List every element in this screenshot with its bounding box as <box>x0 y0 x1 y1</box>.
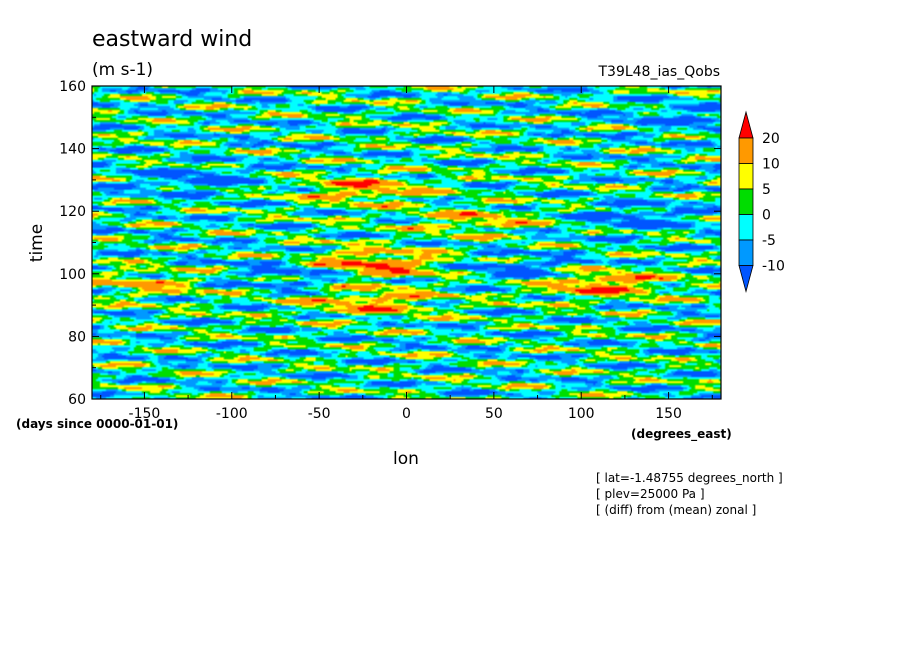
colorbar-swatch <box>738 137 754 164</box>
y-tick-label: 160 <box>59 79 86 95</box>
x-tick-label: 100 <box>568 406 595 422</box>
note-plev: [ plev=25000 Pa ] <box>596 487 705 501</box>
colorbar-swatch <box>738 188 754 215</box>
colorbar-label: -5 <box>762 233 776 249</box>
heatmap-field <box>92 86 721 399</box>
y-units-label: (days since 0000-01-01) <box>16 417 178 431</box>
x-tick-label: -50 <box>308 406 331 422</box>
y-tick-label: 140 <box>59 142 86 158</box>
colorbar-label: 20 <box>762 131 780 147</box>
colorbar-label: 10 <box>762 157 780 173</box>
note-lat: [ lat=-1.48755 degrees_north ] <box>596 471 783 485</box>
colorbar-swatch <box>738 163 754 190</box>
x-axis-label: lon <box>393 449 419 469</box>
x-tick-label: 50 <box>485 406 503 422</box>
plot-area <box>91 85 722 400</box>
colorbar-label: -10 <box>762 259 785 275</box>
x-units-label: (degrees_east) <box>631 427 732 442</box>
colorbar: 20 10 5 0 -5 -10 <box>738 110 785 294</box>
y-axis: 60 80 100 120 140 160 <box>59 79 721 408</box>
y-tick-label: 120 <box>59 204 86 220</box>
chart-units: (m s-1) <box>92 60 153 80</box>
colorbar-extend-bottom <box>738 265 754 294</box>
chart-title: eastward wind <box>92 27 252 52</box>
colorbar-label: 5 <box>762 182 771 198</box>
colorbar-swatch <box>738 239 754 266</box>
colorbar-label: 0 <box>762 208 771 224</box>
note-diff: [ (diff) from (mean) zonal ] <box>596 503 756 517</box>
y-axis-label: time <box>27 224 47 262</box>
y-tick-label: 80 <box>68 329 86 345</box>
y-tick-label: 100 <box>59 267 86 283</box>
x-axis: -150 -100 -50 0 50 100 150 <box>100 86 713 422</box>
experiment-label: T39L48_ias_Qobs <box>597 64 720 80</box>
colorbar-extend-top <box>738 110 754 139</box>
x-tick-label: 0 <box>402 406 411 422</box>
x-tick-label: 150 <box>655 406 682 422</box>
x-tick-label: -150 <box>129 406 161 422</box>
colorbar-swatch <box>738 214 754 241</box>
x-tick-label: -100 <box>216 406 248 422</box>
y-tick-label: 60 <box>68 392 86 408</box>
